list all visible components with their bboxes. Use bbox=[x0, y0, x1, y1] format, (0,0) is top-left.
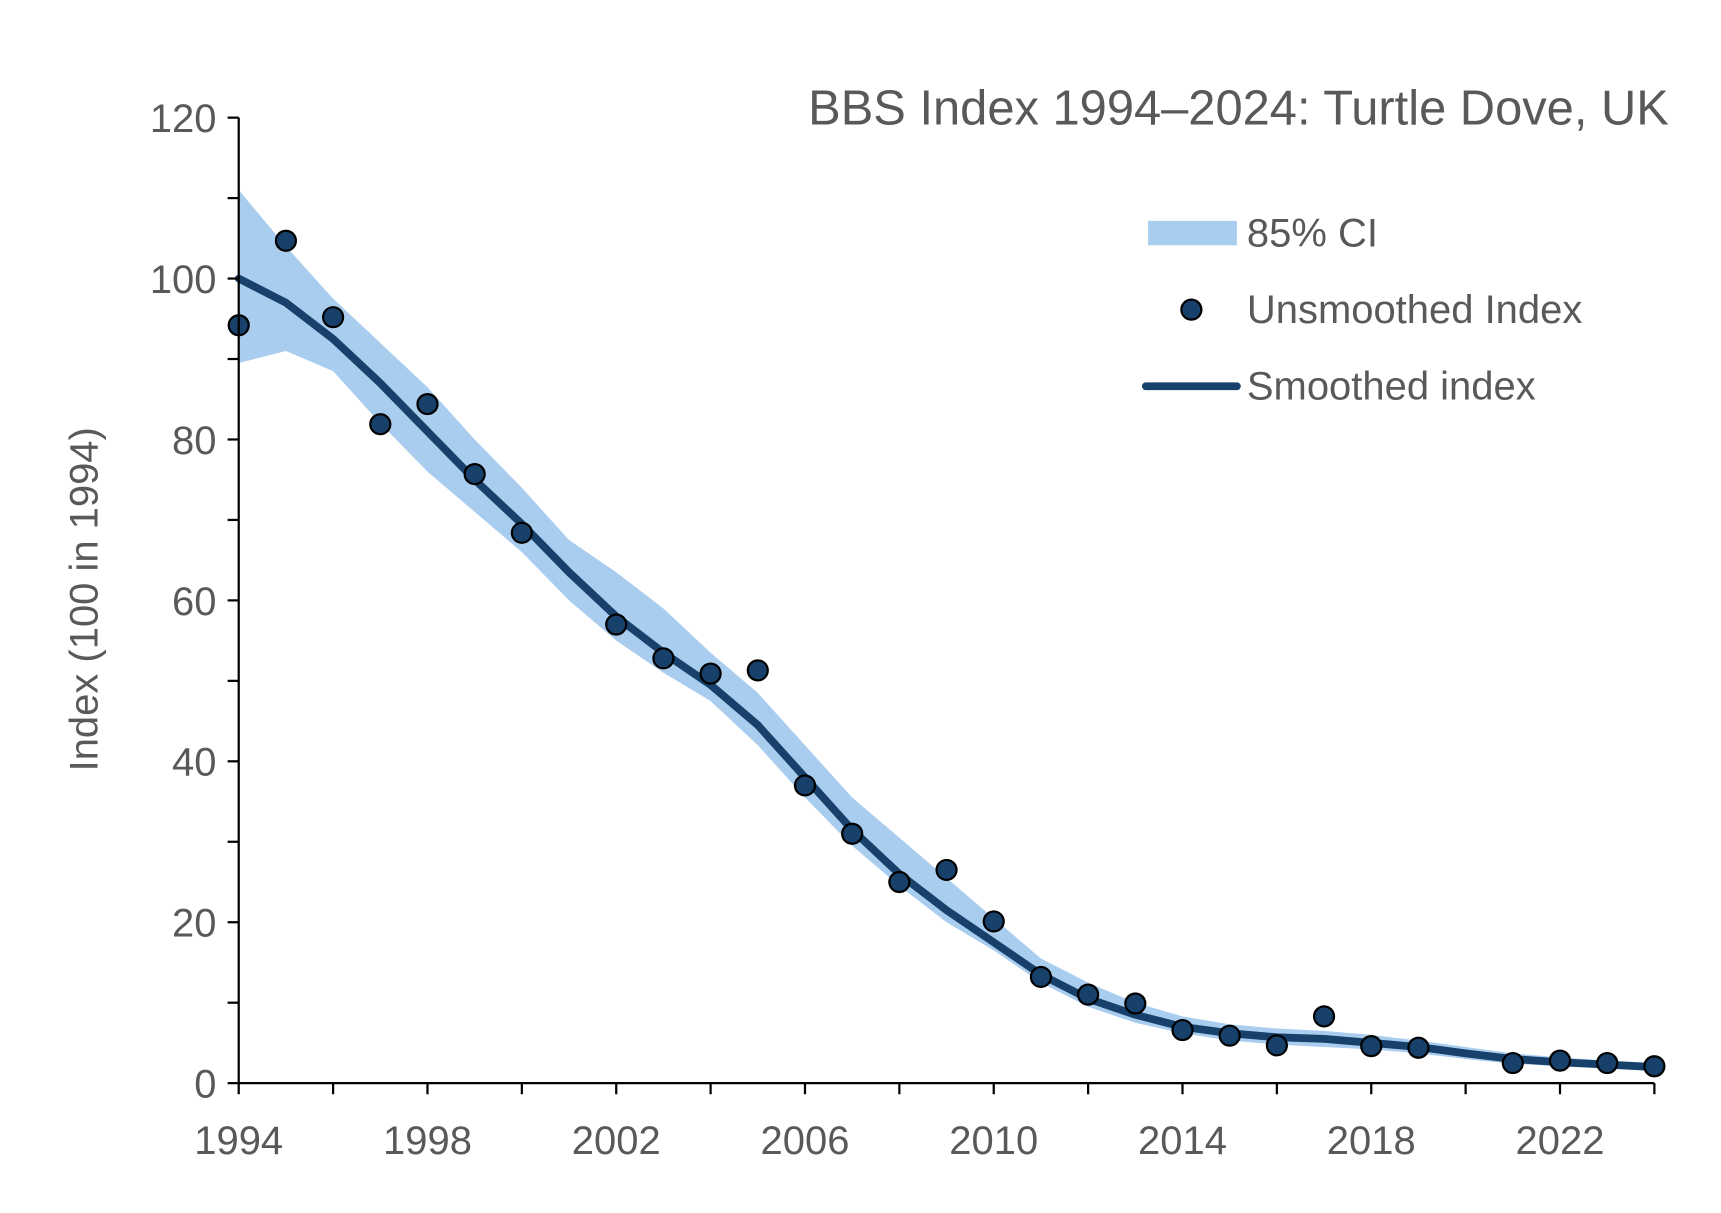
data-point bbox=[605, 613, 628, 636]
ci-band bbox=[238, 190, 1655, 1071]
data-point bbox=[841, 822, 864, 845]
x-tick-label: 2002 bbox=[572, 1119, 661, 1163]
x-tick-label: 2014 bbox=[1138, 1119, 1227, 1163]
data-point bbox=[699, 662, 722, 685]
x-tick-label: 1998 bbox=[383, 1119, 472, 1163]
x-tick-label: 1994 bbox=[194, 1119, 283, 1163]
data-point bbox=[652, 647, 675, 670]
data-point bbox=[1596, 1051, 1619, 1075]
data-point bbox=[1218, 1024, 1241, 1047]
data-point bbox=[463, 462, 486, 486]
data-point bbox=[746, 659, 769, 682]
data-point bbox=[1407, 1036, 1430, 1059]
x-tick-label: 2006 bbox=[761, 1119, 850, 1163]
points-layer bbox=[227, 229, 1666, 1078]
legend-unsmoothed-label: Unsmoothed Index bbox=[1247, 288, 1582, 332]
legend: 85% CI Unsmoothed Index Smoothed index bbox=[1141, 211, 1582, 409]
y-axis-label: Index (100 in 1994) bbox=[63, 427, 107, 771]
data-point bbox=[1548, 1049, 1572, 1072]
legend-point-marker bbox=[1180, 298, 1203, 321]
data-point bbox=[1171, 1018, 1194, 1042]
y-tick-label: 80 bbox=[172, 419, 216, 463]
legend-smoothed-label: Smoothed index bbox=[1247, 365, 1536, 409]
data-point bbox=[1077, 983, 1100, 1006]
data-point bbox=[1265, 1034, 1288, 1057]
data-point bbox=[1501, 1051, 1524, 1075]
x-tick-label: 2018 bbox=[1327, 1119, 1416, 1163]
data-point bbox=[793, 774, 817, 797]
data-point bbox=[982, 910, 1005, 933]
y-tick-label: 100 bbox=[150, 258, 217, 302]
data-point bbox=[274, 229, 298, 252]
data-point bbox=[510, 521, 533, 544]
data-point bbox=[1360, 1035, 1383, 1058]
data-point bbox=[1312, 1005, 1336, 1028]
chart-title: BBS Index 1994–2024: Turtle Dove, UK bbox=[808, 81, 1669, 135]
data-point bbox=[1124, 992, 1147, 1015]
legend-ci-swatch bbox=[1148, 220, 1237, 246]
x-tick-label: 2022 bbox=[1516, 1119, 1605, 1163]
data-point bbox=[935, 858, 958, 882]
y-tick-label: 20 bbox=[172, 902, 216, 946]
legend-ci-label: 85% CI bbox=[1247, 211, 1378, 255]
y-tick-label: 60 bbox=[172, 580, 216, 624]
axes: 0 20 40 60 80 100 120 1994 1998 2002 2006 2010 2014 2… bbox=[150, 97, 1656, 1163]
y-tick-label: 40 bbox=[172, 741, 216, 785]
data-point bbox=[1029, 965, 1053, 989]
ci-band-layer bbox=[238, 190, 1655, 1071]
data-point bbox=[888, 870, 911, 894]
data-point bbox=[369, 413, 392, 436]
data-point bbox=[321, 306, 345, 329]
y-tick-label: 0 bbox=[194, 1063, 216, 1107]
data-point bbox=[416, 392, 439, 416]
x-tick-label: 2010 bbox=[949, 1119, 1038, 1163]
data-point bbox=[1643, 1055, 1666, 1078]
y-tick-label: 120 bbox=[150, 97, 217, 141]
